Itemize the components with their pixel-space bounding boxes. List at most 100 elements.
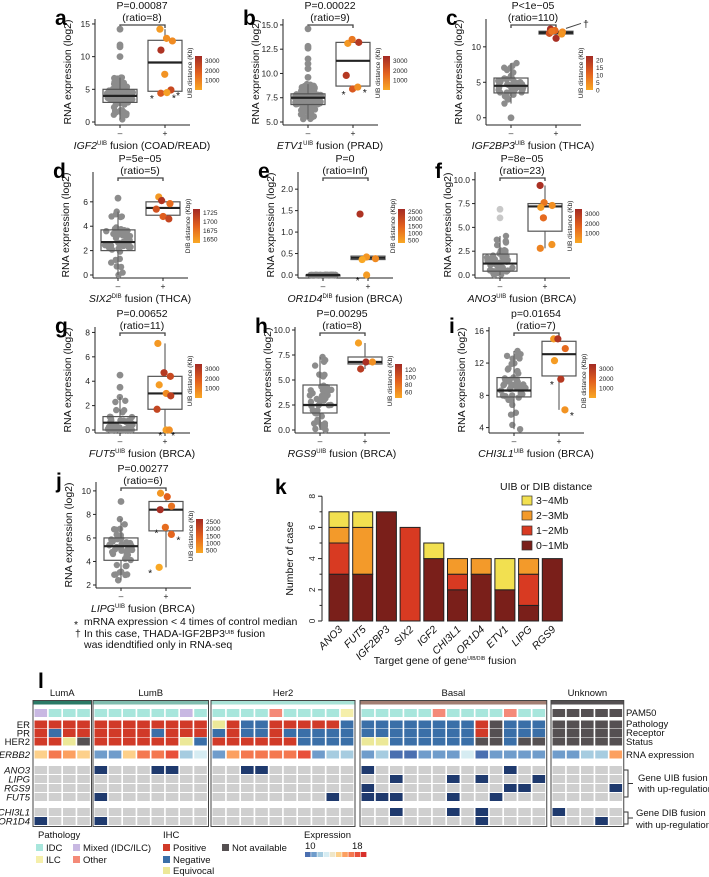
panel-letter: j: [55, 470, 62, 493]
pathology-cell: [609, 709, 623, 717]
er-cell: [461, 720, 474, 729]
fusion-cell: [226, 793, 240, 801]
erbb2-expression-cell: [180, 750, 193, 759]
control-point: [117, 263, 125, 271]
er-cell: [447, 720, 460, 729]
fusion-cell: [312, 793, 325, 801]
fusion-cell: [518, 808, 531, 816]
colorbar-tick-label: 15: [596, 65, 604, 72]
fusion-cell: [212, 793, 226, 801]
control-outlier-point: [304, 65, 312, 73]
control-point: [312, 425, 319, 433]
gene-superscript: UIB: [97, 141, 107, 147]
legend-swatch: [521, 540, 533, 551]
fusion-cell: [581, 817, 594, 825]
fusion-cell: [226, 817, 240, 825]
panel-letter: a: [55, 7, 67, 30]
fusion-cell: [137, 784, 150, 792]
fusion-cell-positive: [532, 775, 546, 783]
legend-swatch: [73, 844, 80, 851]
right-label-pathology: Pathology: [626, 719, 669, 730]
y-tick-label: 0: [83, 270, 88, 280]
star-marker: *: [172, 93, 176, 105]
expression-min: 10: [305, 841, 316, 852]
control-point: [486, 267, 494, 274]
y-tick-label: 2: [307, 587, 317, 592]
fusion-cell: [566, 775, 580, 783]
er-cell: [226, 720, 240, 729]
fusion-cell: [340, 793, 354, 801]
legend-title-pathology: Pathology: [38, 830, 81, 841]
her2-cell: [63, 737, 76, 746]
colorbar-label: UIB distance (Kb): [187, 356, 194, 407]
boxplot-panel-f: f P=8e−05(ratio=23) 0.0 2.5 5.0 7.5 10.0 – + RNA …: [435, 153, 600, 305]
fusion-cell: [432, 793, 446, 801]
x-tick-label: –: [118, 436, 123, 446]
pathology-cell: [375, 709, 389, 717]
control-outlier-point: [116, 53, 124, 61]
p-value: P=5e−05: [119, 153, 162, 165]
gene-superscript: UIB: [115, 449, 125, 455]
fusion-point: [354, 339, 363, 347]
control-outlier-point: [304, 73, 312, 81]
fusion-cell: [283, 775, 297, 783]
legend-label: Positive: [173, 843, 206, 854]
control-point: [499, 264, 506, 271]
fusion-cell: [518, 766, 531, 774]
fusion-cell: [137, 775, 150, 783]
heatmap-group-Unknown: Unknown: [550, 688, 625, 827]
fusion-point: [342, 71, 350, 79]
fusion-cell: [489, 784, 503, 792]
control-outlier-point: [304, 25, 312, 33]
control-point: [319, 353, 326, 361]
erbb2-expression-cell: [312, 750, 325, 759]
fusion-point: [156, 489, 165, 497]
y-tick-label: 0: [307, 618, 317, 623]
gene-name: RGS9: [288, 448, 317, 460]
legend-label: Equivocal: [173, 866, 214, 877]
erbb2-expression-cell: [461, 750, 474, 759]
pam50-bar: [360, 700, 547, 705]
boxplot-panel-i: i p=0.01654(ratio=7) 4 8 12 16 – + RNA expressio…: [449, 308, 614, 460]
fusion-cell-positive: [390, 808, 403, 816]
fusion-cell: [461, 793, 474, 801]
control-outlier-point: [116, 371, 124, 379]
y-tick-label: 1.5: [281, 206, 293, 216]
gene-superscript: DIB: [322, 294, 332, 300]
fusion-point: [163, 88, 171, 97]
control-point: [509, 264, 516, 271]
row-label-PR: PR: [17, 729, 30, 740]
er-cell: [194, 720, 207, 729]
y-tick-label: 2.5: [458, 246, 470, 256]
fusion-cell: [326, 766, 340, 774]
x-axis-label: FUT5UIB fusion (BRCA): [89, 448, 195, 460]
expression-scale-cell: [329, 852, 336, 857]
bar-segment-ANO3-0~1Mb: [328, 573, 350, 622]
x-tick-label: –: [318, 436, 323, 446]
box: [496, 376, 532, 398]
fusion-point: [558, 30, 566, 38]
her2-cell: [269, 737, 283, 746]
expression-max: 18: [352, 841, 363, 852]
control-point: [503, 352, 511, 360]
colorbar-tick-label: 1725: [203, 210, 218, 217]
fusion-cell: [212, 808, 226, 816]
control-point: [112, 571, 119, 578]
panel-letter: e: [258, 160, 270, 183]
pathology-cell: [212, 709, 226, 717]
star-marker: *: [150, 93, 154, 105]
er-cell: [375, 720, 389, 729]
control-point: [122, 397, 129, 404]
y-tick-label: 7.5: [266, 93, 278, 103]
control-outlier-point: [116, 383, 124, 391]
heatmap-group-LumB: LumB: [92, 688, 209, 827]
pr-cell: [475, 729, 489, 737]
fusion-cell: [340, 808, 354, 816]
her2-cell: [34, 737, 48, 746]
right-label-dib: Gene DIB fusion: [636, 808, 706, 819]
bar-segment-LIPG-0~1Mb: [518, 604, 540, 622]
her2-cell: [212, 737, 226, 746]
fusion-point: [536, 181, 544, 190]
star-marker: *: [148, 567, 152, 579]
x-label-suffix: fusion (BRCA): [333, 293, 403, 305]
